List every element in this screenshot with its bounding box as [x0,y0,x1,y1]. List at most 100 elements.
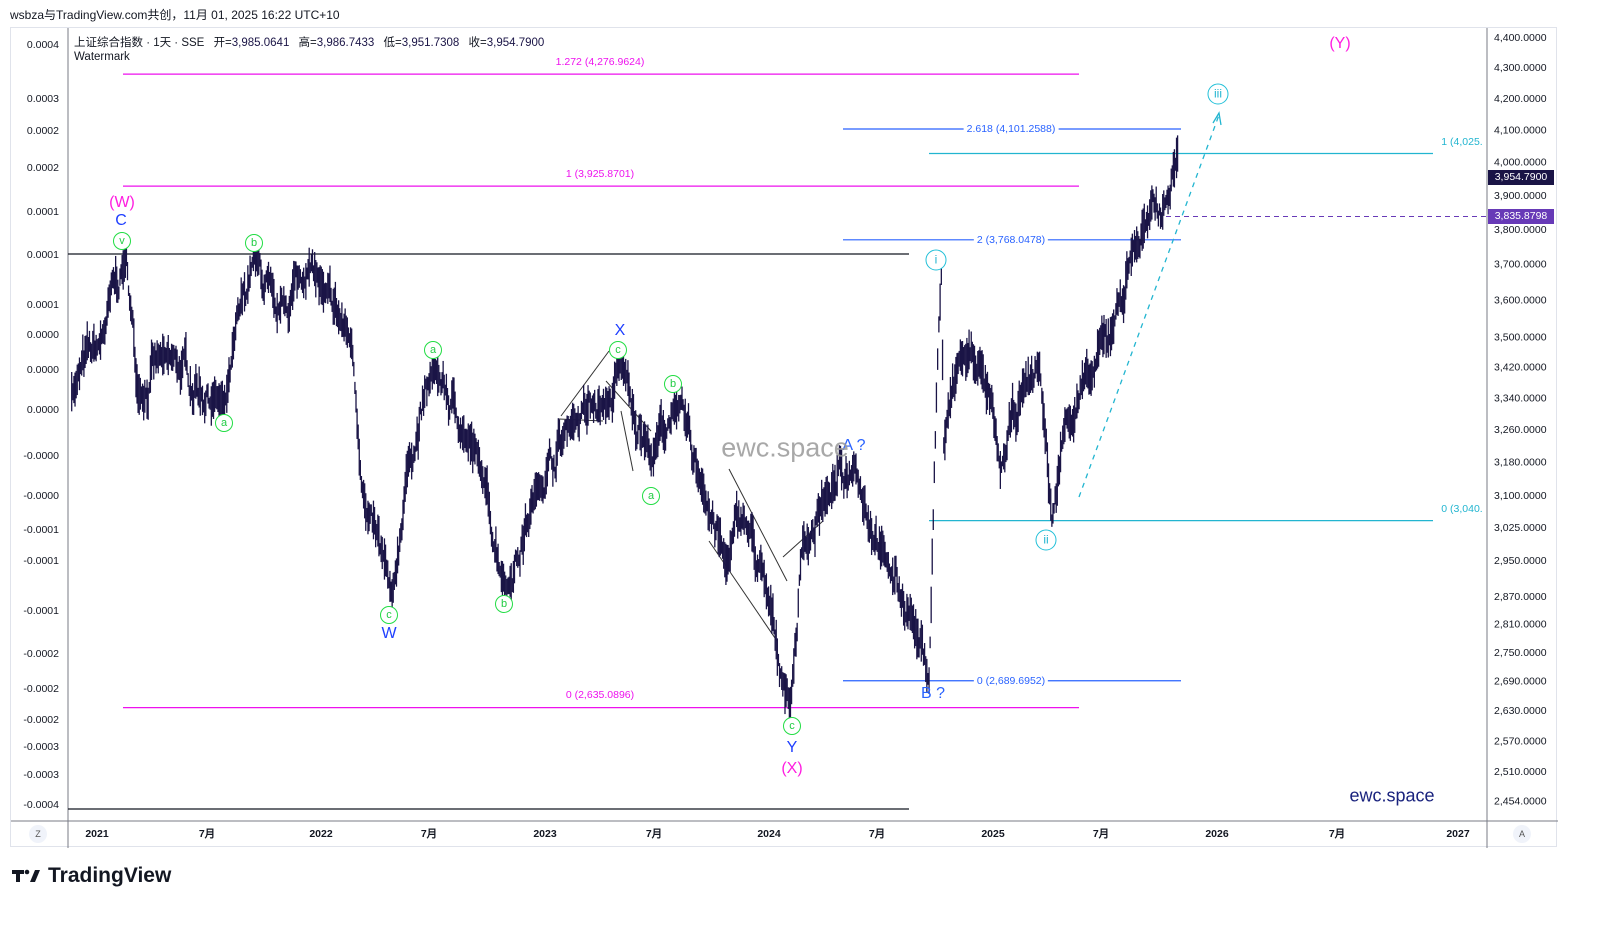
left-scale-tick-label: -0.0002 [23,714,59,726]
wave-label-W: W [381,625,397,642]
left-scale-tick-label: -0.0000 [23,490,59,502]
wave-label-b: b [245,234,263,252]
wave-label-Y: Y [786,739,798,756]
time-tick-label: 7月 [199,828,215,840]
watermark-text: ewc.space [721,432,849,463]
left-scale-tick-label: -0.0002 [23,683,59,695]
price-tick-label: 3,420.0000 [1494,362,1547,374]
wave-label-c: c [609,341,627,359]
left-scale-tick-label: -0.0003 [23,769,59,781]
price-tick-label: 3,500.0000 [1494,331,1547,343]
price-tick-label: 2,630.0000 [1494,705,1547,717]
log-scale-button[interactable]: Z [29,825,47,843]
brand-text: ewc.space [1349,785,1435,806]
price-tick-label: 2,750.0000 [1494,647,1547,659]
left-scale-tick-label: 0.0003 [27,93,59,105]
high-value: 高=3,986.7433 [299,37,375,49]
time-tick-label: 7月 [869,828,885,840]
wave-label-ii: ii [1035,529,1057,551]
trendline-drawing [560,350,610,417]
low-number: 3,951.7308 [401,37,460,49]
trendline-drawing [620,410,634,472]
left-scale-tick-label: 0.0004 [27,39,59,51]
price-tick-label: 2,950.0000 [1494,555,1547,567]
price-tick-label: 3,600.0000 [1494,294,1547,306]
price-tick-label: 3,180.0000 [1494,457,1547,469]
left-scale-tick-label: 0.0002 [27,162,59,174]
price-tick-label: 2,454.0000 [1494,796,1547,808]
time-tick-label: 2021 [85,828,109,840]
low-value: 低=3,951.7308 [384,37,460,49]
price-tick-label: 2,570.0000 [1494,735,1547,747]
price-tick-label: 3,800.0000 [1494,224,1547,236]
close-label: 收= [468,37,487,49]
left-scale-tick-label: 0.0001 [27,249,59,261]
wave-label-c: c [380,606,398,624]
time-tick-label: 2027 [1446,828,1470,840]
price-tick-label: 3,025.0000 [1494,522,1547,534]
price-tick-label: 2,690.0000 [1494,676,1547,688]
close-value: 收=3,954.7900 [469,37,545,49]
wave-label-i: i [925,249,947,271]
arrow-head-icon [1212,111,1222,126]
left-scale-tick-label: 0.0000 [27,329,59,341]
close-number: 3,954.7900 [486,37,545,49]
time-tick-label: 7月 [646,828,662,840]
level-price-tag: 3,835.8798 [1488,209,1554,224]
left-scale-tick-label: 0.0000 [27,404,59,416]
wave-label-C: C [115,212,127,229]
trendline-drawing [708,540,778,642]
wave-label-X-degree: (X) [781,760,803,777]
left-scale-tick-label: -0.0000 [23,450,59,462]
fib-label-magenta-1272: 1.272 (4,276.9624) [552,56,648,68]
price-tick-label: 4,200.0000 [1494,93,1547,105]
price-tick-label: 3,340.0000 [1494,393,1547,405]
symbol-legend: 上证综合指数 · 1天 · SSE 开=3,985.0641 高=3,986.7… [74,34,550,50]
wave-label-a: a [215,414,233,432]
fib-label-blue-0: 0 (2,689.6952) [973,675,1049,687]
wave-label-b: b [664,375,682,393]
wave-label-a: a [424,341,442,359]
time-tick-label: 7月 [1329,828,1345,840]
left-scale-tick-label: -0.0001 [23,555,59,567]
left-scale-tick-label: 0.0002 [27,125,59,137]
price-tick-label: 3,900.0000 [1494,190,1547,202]
left-scale-tick-label: -0.0004 [23,799,59,811]
wave-label-Y-degree: (Y) [1329,35,1351,52]
fib-label-blue-2: 2 (3,768.0478) [973,234,1049,246]
symbol-name[interactable]: 上证综合指数 · 1天 · SSE [74,37,205,49]
time-tick-label: 2022 [309,828,333,840]
tradingview-logo-text: TradingView [48,864,172,887]
wave-label-B: B ? [920,685,946,702]
fib-label-magenta-0: 0 (2,635.0896) [562,689,638,701]
left-scale-tick-label: 0.0001 [27,299,59,311]
wave-label-A: A ? [842,437,866,454]
price-tick-label: 4,100.0000 [1494,124,1547,136]
projection-arrow-line [1078,114,1220,498]
left-scale-tick-label: -0.0001 [23,605,59,617]
price-tick-label: 4,400.0000 [1494,32,1547,44]
price-tick-label: 2,810.0000 [1494,619,1547,631]
time-tick-label: 2024 [757,828,781,840]
auto-scale-button[interactable]: A [1513,825,1531,843]
wave-label-c: c [783,717,801,735]
fib-label-cyan-1: 1 (4,025. [1441,136,1483,148]
price-chart[interactable]: 4,400.0000 4,300.0000 4,200.0000 4,100.0000… [11,28,1558,848]
left-scale-tick-label: -0.0002 [23,648,59,660]
wave-label-W-degree: (W) [109,194,135,211]
time-tick-label: 2026 [1205,828,1229,840]
time-tick-label: 7月 [1093,828,1109,840]
chart-credit: wsbza与TradingView.com共创，11月 01, 2025 16:… [10,8,340,22]
high-label: 高= [298,37,317,49]
chart-frame[interactable]: 4,400.0000 4,300.0000 4,200.0000 4,100.0000… [10,27,1558,848]
high-number: 3,986.7433 [316,37,375,49]
open-number: 3,985.0641 [231,37,290,49]
trendline-drawing [728,468,788,582]
last-price-tag: 3,954.7900 [1488,170,1554,185]
tradingview-logo[interactable]: TradingView [12,864,171,888]
low-label: 低= [383,37,402,49]
watermark-indicator-label[interactable]: Watermark [74,51,130,63]
wave-label-X: X [614,322,626,339]
open-label: 开= [213,37,232,49]
time-tick-label: 2025 [981,828,1005,840]
